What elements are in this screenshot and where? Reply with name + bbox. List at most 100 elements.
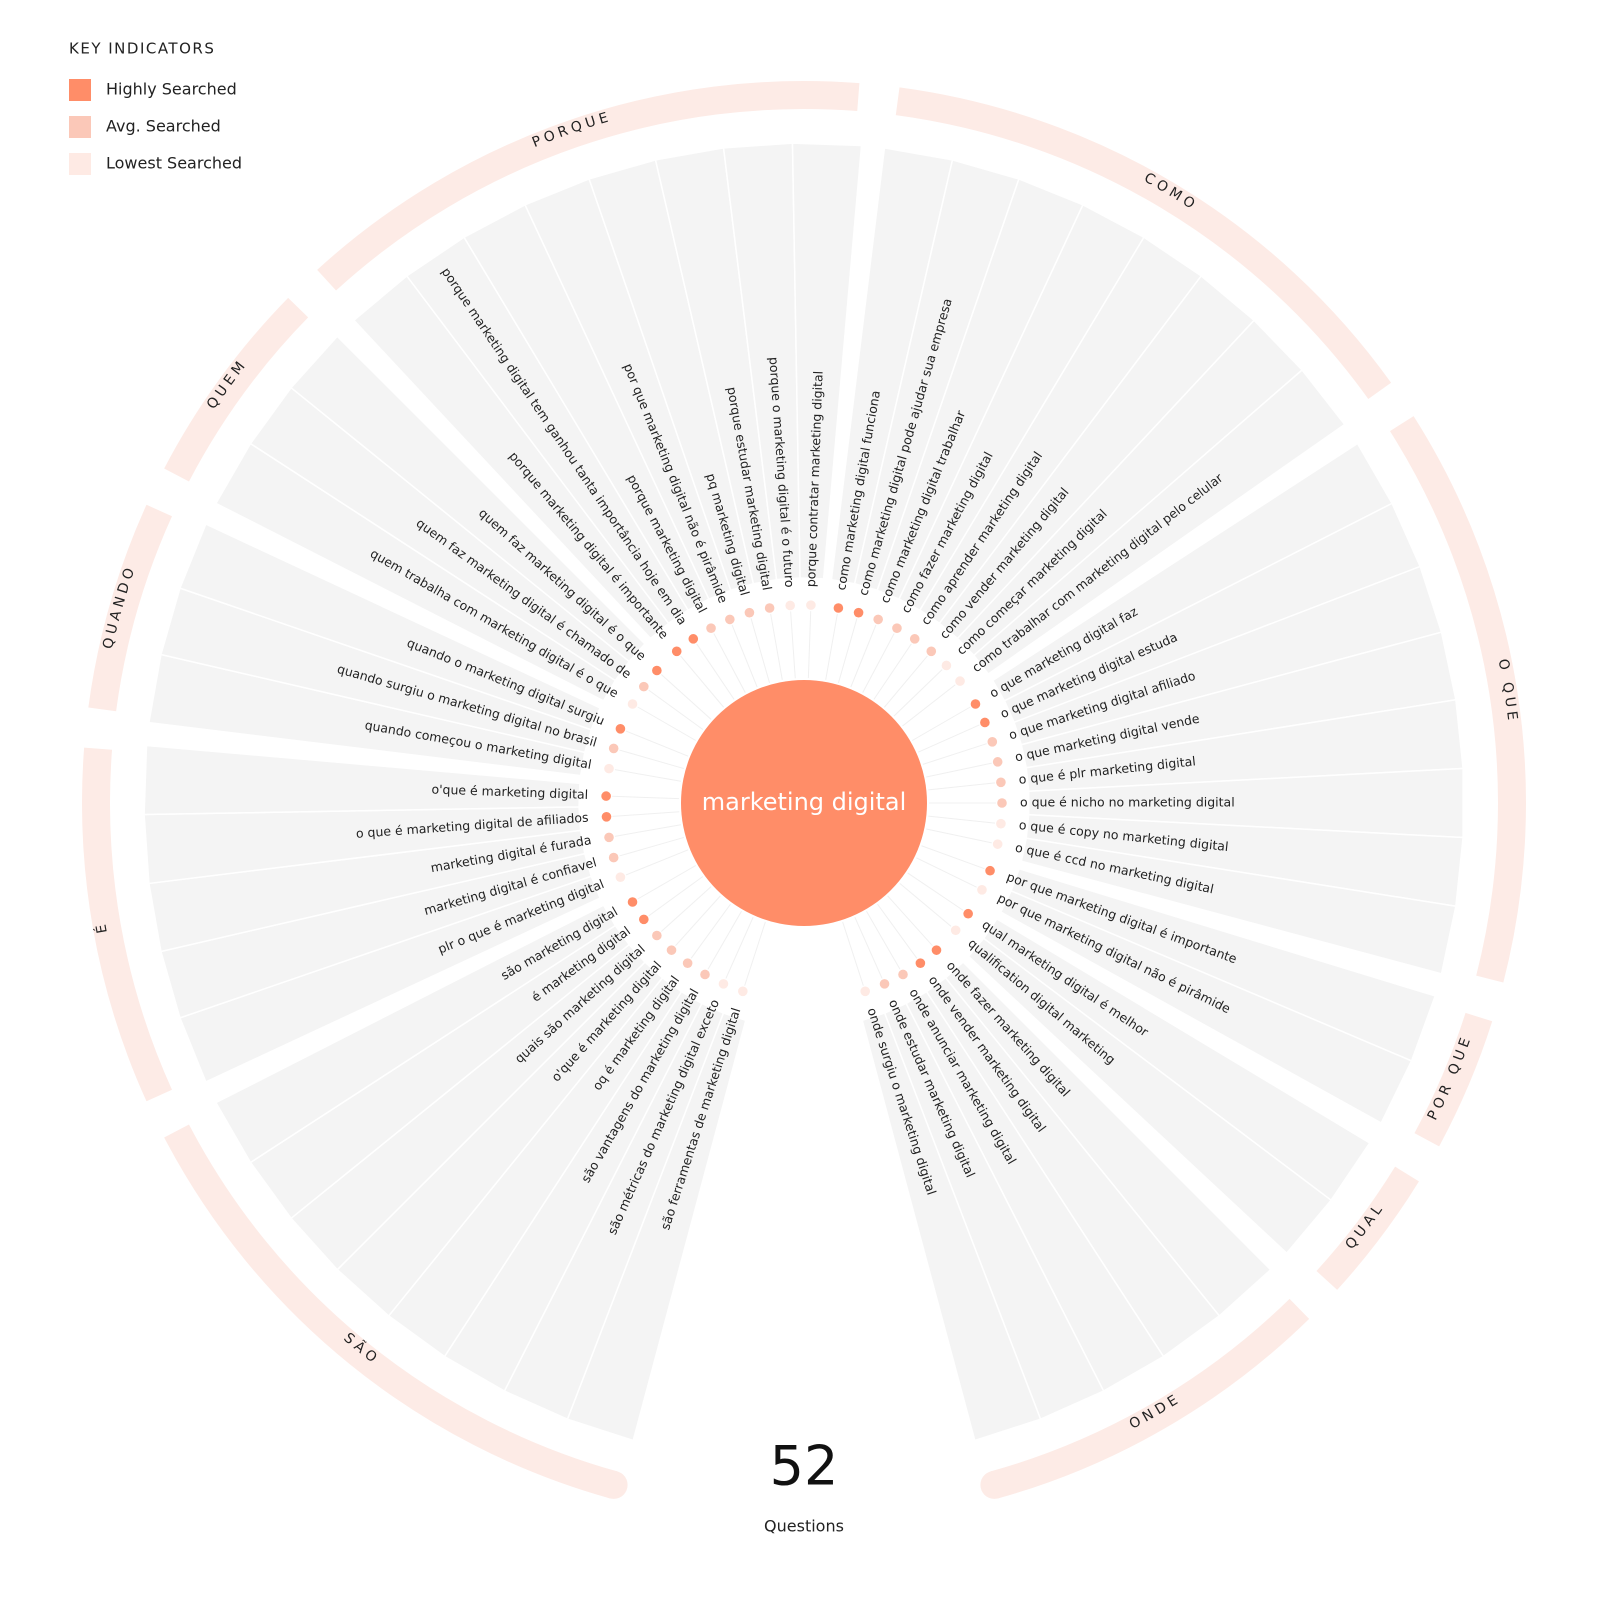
question-wedge <box>214 904 617 1164</box>
legend-title: KEY INDICATORS <box>69 40 215 58</box>
group-label-text: É <box>92 919 111 935</box>
spoke <box>862 633 895 693</box>
spoke <box>660 674 712 720</box>
keyword: marketing digital <box>702 788 907 816</box>
spoke <box>907 872 964 911</box>
spoke <box>612 795 680 800</box>
spoke <box>926 762 992 778</box>
search-dot <box>997 798 1007 808</box>
spoke <box>625 730 689 757</box>
spoke <box>744 921 766 986</box>
search-dot <box>985 865 995 876</box>
search-dot <box>926 646 937 657</box>
spoke <box>928 815 996 824</box>
spoke <box>725 916 754 979</box>
spoke <box>614 824 681 837</box>
search-dot <box>941 660 952 671</box>
search-dot <box>639 914 649 925</box>
search-dot <box>955 676 965 686</box>
spoke <box>707 911 742 970</box>
spoke <box>807 611 812 679</box>
search-dot <box>860 986 870 997</box>
search-dot <box>744 607 755 618</box>
spoke <box>873 643 912 700</box>
search-dot <box>987 737 998 747</box>
spoke <box>883 655 928 708</box>
search-dot <box>992 839 1003 849</box>
search-dot <box>879 979 890 989</box>
spoke <box>619 836 684 857</box>
legend-label: Highly Searched <box>106 80 237 99</box>
group-label: É <box>92 919 107 935</box>
search-dot <box>738 986 748 997</box>
spoke <box>902 684 956 727</box>
search-dot <box>608 852 619 863</box>
spoke <box>713 633 746 693</box>
legend-swatch <box>69 153 91 175</box>
search-dot <box>806 600 816 610</box>
search-dot <box>873 614 883 625</box>
ring-segment <box>990 1298 1310 1499</box>
ring-segment <box>1316 1166 1419 1290</box>
search-dot <box>963 908 973 919</box>
search-dot <box>706 623 716 633</box>
search-dot <box>688 634 699 644</box>
ring-segment <box>895 87 1392 400</box>
search-dot <box>604 763 614 774</box>
search-dot <box>909 634 920 644</box>
search-dot <box>639 681 649 692</box>
spoke <box>660 886 712 932</box>
ring-segment <box>1389 416 1526 983</box>
spoke <box>648 689 704 730</box>
spoke <box>750 618 771 683</box>
spoke <box>612 811 680 817</box>
search-dot <box>992 757 1003 767</box>
search-dot <box>980 717 990 728</box>
question-wedge <box>791 142 863 580</box>
spoke <box>899 882 952 927</box>
spoke <box>887 895 933 947</box>
question-count-label: Questions <box>764 1517 844 1536</box>
spoke <box>770 613 783 680</box>
legend-swatch <box>69 79 91 101</box>
search-dot <box>718 979 729 989</box>
search-dot <box>700 969 710 980</box>
search-dot <box>892 623 902 633</box>
legend-swatch <box>69 116 91 138</box>
search-dot <box>682 958 693 968</box>
search-dot <box>833 603 844 613</box>
search-dot <box>785 600 795 611</box>
spoke <box>850 624 877 688</box>
ring-end <box>599 1470 628 1499</box>
ring-segment <box>88 504 172 712</box>
ring-segment <box>164 297 309 482</box>
search-dot <box>996 777 1006 788</box>
search-dot <box>615 872 626 882</box>
spoke <box>922 743 987 765</box>
search-dot <box>615 724 626 734</box>
search-dot <box>671 646 682 657</box>
spoke <box>912 706 971 741</box>
search-dot <box>977 884 987 895</box>
search-dot <box>666 945 677 955</box>
keyword-circle <box>681 680 927 926</box>
spoke <box>614 769 681 782</box>
search-dot <box>764 603 775 613</box>
spoke <box>625 849 689 876</box>
question-wedge <box>178 523 602 731</box>
spoke <box>637 706 696 741</box>
search-dot <box>601 812 612 822</box>
search-dot <box>627 897 638 907</box>
spoke <box>893 669 943 717</box>
spoke <box>842 921 864 986</box>
spoke <box>917 724 980 753</box>
spoke <box>680 655 725 708</box>
spoke <box>854 916 883 979</box>
question-wedge <box>861 1012 1042 1442</box>
question-wedge <box>972 368 1346 675</box>
search-dot <box>604 832 614 843</box>
search-dot <box>608 743 619 754</box>
